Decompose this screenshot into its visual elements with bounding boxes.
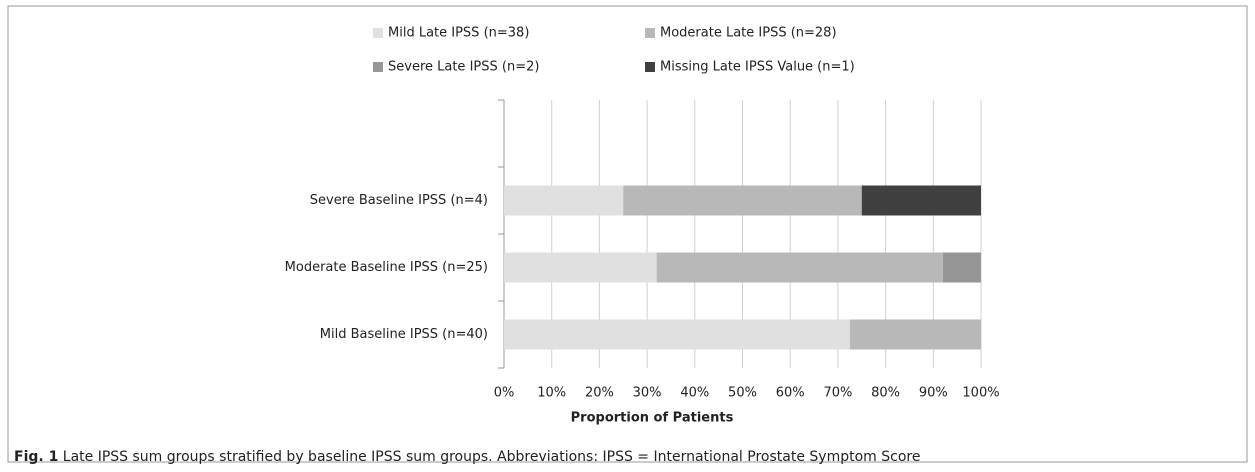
caption-text: Late IPSS sum groups stratified by basel… xyxy=(63,449,921,465)
x-tick-label: 90% xyxy=(919,386,948,401)
bar-segment xyxy=(861,185,981,216)
bar-segment xyxy=(623,185,862,216)
x-tick-label: 0% xyxy=(494,386,515,401)
legend-swatch xyxy=(373,28,383,38)
bar-segment xyxy=(849,319,981,350)
legend-swatch xyxy=(373,62,383,72)
legend-swatch xyxy=(645,62,655,72)
legend-label: Mild Late IPSS (n=38) xyxy=(388,26,529,41)
bar-segment xyxy=(942,252,981,283)
y-tick-label: Mild Baseline IPSS (n=40) xyxy=(320,327,488,342)
caption: Fig. 1 Late IPSS sum groups stratified b… xyxy=(14,449,920,465)
x-tick-label: 100% xyxy=(962,386,999,401)
x-tick-label: 70% xyxy=(823,386,852,401)
x-tick-label: 50% xyxy=(728,386,757,401)
legend-label: Severe Late IPSS (n=2) xyxy=(388,60,539,75)
x-tick-label: 20% xyxy=(585,386,614,401)
caption-label: Fig. 1 xyxy=(14,449,58,465)
legend-swatch xyxy=(645,28,655,38)
y-tick-label: Moderate Baseline IPSS (n=25) xyxy=(285,260,488,275)
x-tick-label: 60% xyxy=(776,386,805,401)
legend-label: Moderate Late IPSS (n=28) xyxy=(660,26,837,41)
x-tick-label: 80% xyxy=(871,386,900,401)
frame xyxy=(7,5,1248,463)
x-axis-title: Proportion of Patients xyxy=(571,411,734,426)
x-tick-label: 30% xyxy=(633,386,662,401)
y-tick-label: Severe Baseline IPSS (n=4) xyxy=(310,193,488,208)
x-tick-label: 40% xyxy=(680,386,709,401)
legend-label: Missing Late IPSS Value (n=1) xyxy=(660,60,855,75)
bar-segment xyxy=(656,252,943,283)
x-tick-label: 10% xyxy=(537,386,566,401)
bar-segment xyxy=(504,252,657,283)
bar-segment xyxy=(504,319,850,350)
bar-segment xyxy=(504,185,624,216)
